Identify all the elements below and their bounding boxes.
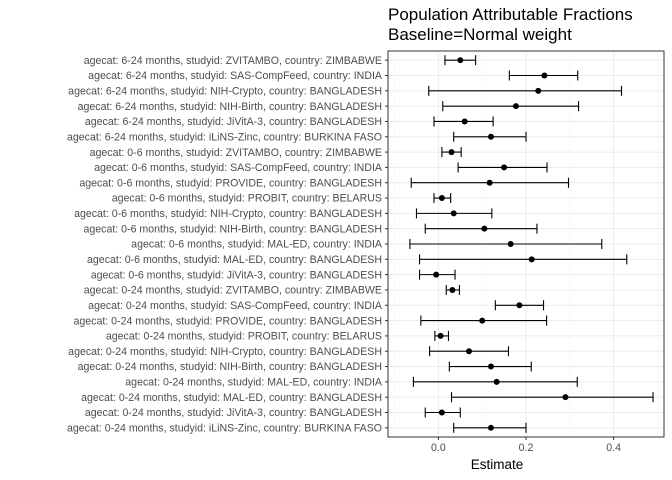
y-tick-label: agecat: 0-24 months, studyid: ZVITAMBO, …	[84, 285, 382, 297]
x-tick-label: 0.4	[606, 442, 621, 454]
estimate-point	[493, 378, 500, 385]
y-tick-label: agecat: 6-24 months, studyid: ZVITAMBO, …	[84, 55, 382, 67]
y-tick-label: agecat: 0-6 months, studyid: ZVITAMBO, c…	[90, 147, 382, 159]
estimate-point	[481, 225, 488, 232]
estimate-point	[449, 286, 456, 293]
y-tick-label: agecat: 0-24 months, studyid: SAS-CompFe…	[88, 300, 383, 312]
forest-row	[445, 284, 460, 295]
chart-title: Population Attributable Fractions	[388, 5, 633, 24]
y-tick-label: agecat: 0-24 months, studyid: JiVitA-3, …	[85, 407, 382, 419]
estimate-point	[437, 332, 444, 339]
forest-row	[412, 376, 578, 387]
estimate-point	[466, 348, 473, 355]
estimate-point	[541, 72, 548, 79]
y-tick-label: agecat: 0-6 months, studyid: PROVIDE, co…	[79, 177, 382, 189]
y-tick-label: agecat: 6-24 months, studyid: JiVitA-3, …	[85, 116, 382, 128]
y-tick-label: agecat: 0-6 months, studyid: PROBIT, cou…	[112, 193, 382, 205]
x-axis-title: Estimate	[471, 457, 524, 472]
y-tick-label: agecat: 6-24 months, studyid: NIH-Birth,…	[78, 101, 382, 113]
estimate-marks	[409, 55, 654, 433]
forest-row	[415, 208, 493, 219]
forest-row	[420, 315, 548, 326]
estimate-point	[461, 118, 468, 125]
forest-row	[418, 254, 628, 265]
estimate-point	[448, 149, 455, 156]
y-tick-label: agecat: 0-24 months, studyid: NIH-Crypto…	[68, 346, 382, 358]
y-tick-label: agecat: 6-24 months, studyid: iLiNS-Zinc…	[67, 131, 382, 143]
forest-row	[433, 116, 494, 127]
forest-row	[424, 407, 461, 418]
estimate-point	[433, 271, 440, 278]
estimate-point	[438, 195, 445, 202]
forest-row	[442, 101, 580, 112]
estimate-point	[438, 409, 445, 416]
forest-row	[429, 346, 510, 357]
forest-row	[450, 392, 654, 403]
estimate-point	[512, 103, 519, 110]
forest-row	[508, 70, 579, 81]
forest-row	[441, 147, 462, 158]
estimate-point	[479, 317, 486, 324]
estimate-point	[487, 363, 494, 370]
estimate-point	[457, 57, 464, 64]
y-tick-label: agecat: 0-24 months, studyid: PROVIDE, c…	[73, 315, 382, 327]
chart-subtitle: Baseline=Normal weight	[388, 25, 572, 44]
y-tick-label: agecat: 0-24 months, studyid: MAL-ED, co…	[125, 377, 383, 389]
x-axis-ticks: 0.0 0.2 0.4	[431, 437, 621, 454]
forest-row	[444, 55, 477, 66]
estimate-point	[507, 241, 514, 247]
estimate-point	[487, 424, 494, 431]
y-tick-label: agecat: 0-6 months, studyid: SAS-CompFee…	[94, 162, 383, 174]
x-tick-label: 0.0	[431, 442, 446, 454]
panel-border	[387, 50, 665, 438]
y-tick-label: agecat: 0-24 months, studyid: MAL-ED, co…	[81, 392, 382, 404]
y-tick-label: agecat: 0-6 months, studyid: NIH-Birth, …	[83, 223, 382, 235]
forest-row	[409, 239, 603, 249]
estimate-point	[516, 302, 523, 309]
forest-row	[418, 269, 456, 280]
y-tick-label: agecat: 6-24 months, studyid: SAS-CompFe…	[88, 70, 383, 82]
estimate-point	[528, 256, 535, 263]
y-tick-label: agecat: 0-24 months, studyid: iLiNS-Zinc…	[67, 423, 382, 435]
y-tick-label: agecat: 6-24 months, studyid: NIH-Crypto…	[68, 86, 382, 98]
forest-row	[434, 330, 450, 341]
forest-row	[448, 361, 532, 372]
forest-row	[410, 177, 570, 188]
y-tick-label: agecat: 0-6 months, studyid: MAL-ED, cou…	[131, 239, 383, 251]
forest-row	[457, 162, 548, 173]
x-tick-label: 0.2	[519, 442, 534, 454]
forest-row	[433, 193, 452, 204]
y-tick-label: agecat: 0-24 months, studyid: PROBIT, co…	[106, 331, 382, 343]
y-tick-label: agecat: 0-6 months, studyid: NIH-Crypto,…	[74, 208, 382, 220]
estimate-point	[487, 133, 494, 140]
y-tick-label: agecat: 0-6 months, studyid: JiVitA-3, c…	[91, 269, 382, 281]
forest-row	[428, 85, 623, 96]
forest-row	[494, 300, 545, 311]
forest-row	[424, 223, 538, 234]
y-tick-label: agecat: 0-6 months, studyid: MAL-ED, cou…	[87, 254, 382, 266]
forest-row	[453, 422, 527, 433]
forest-row	[453, 131, 527, 142]
estimate-point	[501, 164, 508, 171]
y-axis-labels: agecat: 6-24 months, studyid: ZVITAMBO, …	[67, 55, 388, 435]
estimate-point	[486, 179, 493, 186]
estimate-point	[562, 394, 569, 401]
y-tick-label: agecat: 0-24 months, studyid: NIH-Birth,…	[78, 361, 382, 373]
estimate-point	[450, 210, 457, 217]
estimate-point	[535, 87, 542, 94]
